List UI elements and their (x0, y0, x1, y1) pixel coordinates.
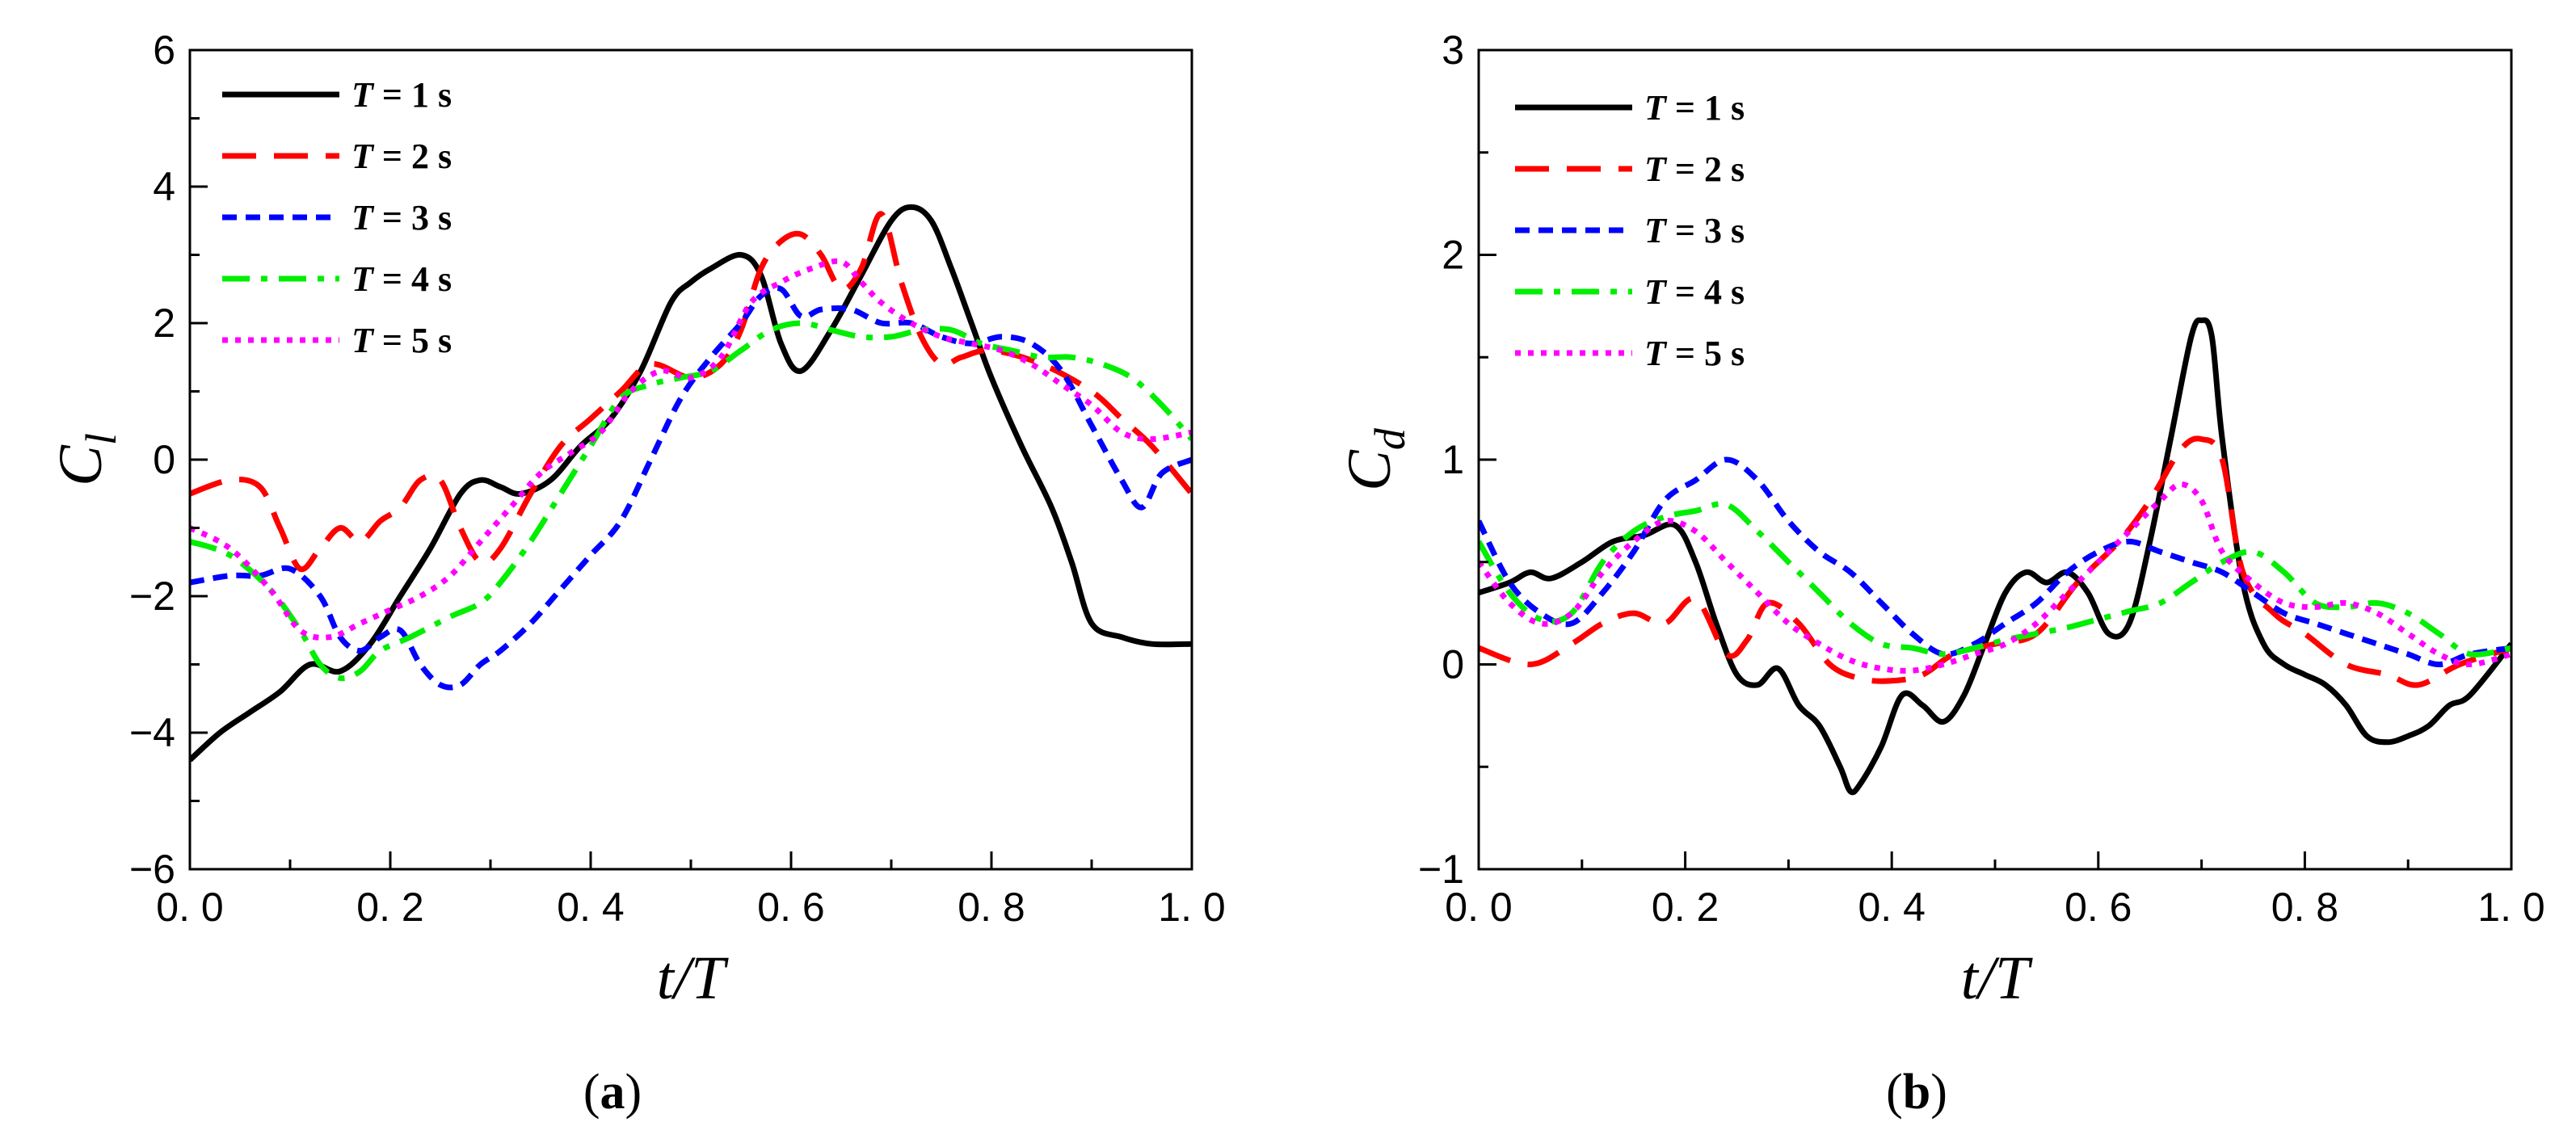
legend-label-5: T = 5 s (1644, 334, 1745, 373)
series-line-3 (190, 284, 1192, 691)
y-tick-label: 3 (1442, 27, 1464, 73)
x-tick-label: 1. 0 (1158, 885, 1225, 930)
legend-label-4: T = 4 s (1644, 272, 1745, 312)
y-tick-label: −1 (1418, 847, 1464, 892)
axis-frame (188, 48, 1193, 871)
series-line-2 (190, 211, 1192, 573)
x-tick-label: 0. 6 (2065, 885, 2132, 930)
panel-a-chart: 0. 0 0. 2 0. 4 0. 6 0. 8 1. 0 −6 −4 −2 0 2 4 6 t/T Cl T… (47, 27, 1226, 1120)
x-tick-label: 0. 0 (156, 885, 223, 930)
y-axis-title: Cl (47, 433, 125, 486)
legend-label-4: T = 4 s (351, 259, 452, 299)
panel-label: (a) (583, 1065, 642, 1120)
y-tick-label: 1 (1442, 437, 1464, 482)
legend-label-2: T = 2 s (1644, 149, 1745, 189)
legend-label-1: T = 1 s (351, 75, 452, 115)
series-line-5 (190, 258, 1192, 641)
y-tick-label: −4 (129, 710, 175, 755)
y-tick-label: 0 (153, 437, 175, 482)
x-tick-label: 0. 4 (1858, 885, 1925, 930)
x-tick-label: 0. 4 (557, 885, 624, 930)
series-line-1 (190, 204, 1192, 763)
legend-label-3: T = 3 s (1644, 211, 1745, 250)
x-axis-title: t/T (1961, 944, 2033, 1012)
series-line-4 (190, 320, 1192, 682)
x-tick-label: 0. 8 (958, 885, 1025, 930)
x-tick-label: 0. 8 (2271, 885, 2338, 930)
y-axis-title: Cd (1336, 427, 1414, 491)
series-line-1 (1479, 317, 2511, 796)
y-tick-label: 0 (1442, 642, 1464, 687)
x-axis-title: t/T (657, 944, 729, 1012)
series-line-3 (1479, 456, 2511, 667)
panel-label: (b) (1886, 1065, 1947, 1120)
series-line-2 (1479, 435, 2511, 688)
x-tick-label: 0. 0 (1445, 885, 1512, 930)
x-tick-label: 0. 6 (757, 885, 824, 930)
legend-label-1: T = 1 s (1644, 88, 1745, 128)
legend: T = 1 s T = 2 s T = 3 s T = 4 s T = 5 s (1515, 88, 1745, 373)
y-tick-label: 2 (153, 301, 175, 346)
series-group (190, 204, 1192, 763)
legend: T = 1 s T = 2 s T = 3 s T = 4 s T = 5 s (222, 75, 452, 360)
legend-label-2: T = 2 s (351, 137, 452, 176)
y-tick-label: −2 (129, 574, 175, 619)
y-tick-label: 2 (1442, 233, 1464, 278)
x-tick-label: 1. 0 (2477, 885, 2544, 930)
x-tick-label: 0. 2 (356, 885, 423, 930)
axis-frame (1477, 48, 2513, 871)
y-tick-label: −6 (129, 847, 175, 892)
y-tick-label: 6 (153, 27, 175, 73)
panel-b-chart: 0. 0 0. 2 0. 4 0. 6 0. 8 1. 0 −1 0 1 2 3 t/T Cd T = 1… (1336, 27, 2545, 1120)
y-tick-label: 4 (153, 164, 175, 209)
x-tick-label: 0. 2 (1652, 885, 1719, 930)
series-group (1479, 317, 2511, 796)
legend-label-3: T = 3 s (351, 198, 452, 237)
legend-label-5: T = 5 s (351, 321, 452, 360)
